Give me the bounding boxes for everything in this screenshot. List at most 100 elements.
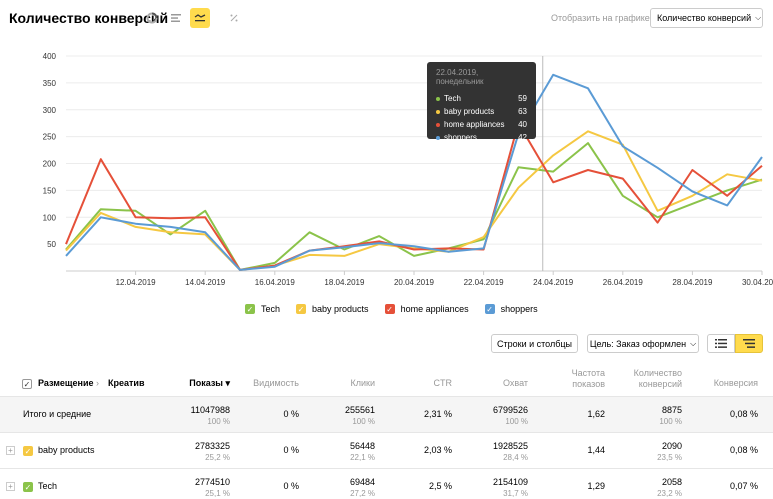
x-tick-label: 24.04.2019 (533, 278, 574, 287)
table-row[interactable]: + ✓ baby products 2783325 25,2 % 0 % 56448 22,1… (0, 433, 773, 469)
cell-value: 2058 (661, 477, 682, 487)
cell-share: 100 % (505, 417, 528, 426)
x-tick-label: 22.04.2019 (464, 278, 505, 287)
cell-value: 2,31 % (423, 409, 452, 419)
legend-label: home appliances (400, 304, 469, 314)
expand-icon[interactable]: + (6, 482, 15, 491)
header-creative[interactable]: Креатив (108, 378, 145, 388)
tooltip-series-dot (436, 96, 440, 101)
legend-label: shoppers (500, 304, 538, 314)
header-placement[interactable]: Размещение (38, 378, 94, 388)
breadcrumb-separator: › (96, 378, 99, 388)
tooltip-series-dot (436, 122, 440, 127)
rows-columns-button[interactable]: Строки и столбцы (491, 334, 578, 353)
cell-value: 2090 (661, 441, 682, 451)
row-checkbox[interactable]: ✓ (23, 446, 33, 456)
view-toggle (707, 334, 763, 353)
chart-tooltip: 22.04.2019, понедельник Tech 59 baby produ… (427, 62, 536, 142)
cell-conv: 2090 23,5 % (620, 441, 682, 463)
legend-checkbox[interactable]: ✓ (296, 304, 307, 314)
cell-value: 2,03 % (423, 445, 452, 455)
header-ctr[interactable]: CTR (433, 378, 453, 388)
header-shows[interactable]: Показы ▾ (189, 378, 230, 388)
tooltip-row: home appliances 40 (436, 118, 527, 131)
legend-checkbox[interactable]: ✓ (484, 304, 495, 314)
header-conversions-line2: конверсий (638, 379, 682, 389)
chevron-down-icon: ⌵ (755, 13, 762, 22)
select-all-checkbox[interactable]: ✓ (22, 379, 32, 389)
header-clicks[interactable]: Клики (350, 378, 376, 388)
y-tick-label: 300 (43, 106, 57, 115)
cell-visibility: 0 % (246, 445, 299, 456)
x-tick-label: 30.04.2019 (742, 278, 773, 287)
header-conversions-count[interactable]: Количество конверсий (620, 368, 682, 390)
cell-value: 0,07 % (729, 481, 758, 491)
cell-value: 0 % (283, 409, 299, 419)
chart-legend: ✓ Tech ✓ baby products ✓ home appliances ✓ shop… (245, 304, 554, 314)
cell-share: 31,7 % (503, 489, 528, 498)
table-row-total: Итого и средние 11047988 100 % 0 % 255561 100… (0, 397, 773, 433)
x-tick-label: 26.04.2019 (603, 278, 644, 287)
bars-icon[interactable] (166, 8, 186, 28)
list-view-button[interactable] (707, 334, 735, 353)
cell-share: 25,2 % (205, 453, 230, 462)
cell-clicks: 69484 27,2 % (330, 477, 375, 499)
cell-value: 11047988 (190, 405, 230, 415)
y-tick-label: 100 (43, 213, 57, 222)
y-tick-label: 350 (43, 79, 57, 88)
x-tick-label: 28.04.2019 (672, 278, 713, 287)
header-frequency-line2: показов (572, 379, 605, 389)
cell-share: 25,1 % (205, 489, 230, 498)
goal-select[interactable]: Цель: Заказ оформлен ⌵ (587, 334, 699, 353)
legend-checkbox[interactable]: ✓ (384, 304, 395, 314)
x-tick-label: 14.04.2019 (185, 278, 226, 287)
legend-item[interactable]: ✓ baby products (296, 304, 369, 314)
cell-value: 8875 (661, 405, 682, 415)
cell-value: 0,08 % (729, 445, 758, 455)
cell-conv: 2058 23,2 % (620, 477, 682, 499)
metric-select[interactable]: Количество конверсий ⌵ (650, 8, 763, 28)
legend-item[interactable]: ✓ shoppers (484, 304, 538, 314)
cell-conversion: 0,07 % (700, 481, 758, 492)
cell-reach: 1928525 28,4 % (480, 441, 528, 463)
cell-value: 1,44 (587, 445, 605, 455)
pie-icon[interactable] (142, 8, 162, 28)
y-tick-label: 150 (43, 186, 57, 195)
table-row[interactable]: + ✓ Tech 2774510 25,1 % 0 % 69484 27,2 % 2,5 % 21… (0, 469, 773, 499)
expand-icon[interactable]: + (6, 446, 15, 455)
cell-value: 1928525 (492, 441, 528, 451)
cell-freq: 1,29 (560, 481, 605, 492)
legend-item[interactable]: ✓ home appliances (384, 304, 469, 314)
cell-share: 22,1 % (350, 453, 375, 462)
tree-view-button[interactable] (735, 334, 763, 353)
row-name: baby products (38, 445, 95, 455)
tooltip-series-value: 40 (518, 120, 527, 129)
tooltip-date: 22.04.2019, понедельник (436, 68, 484, 86)
header-reach[interactable]: Охват (502, 378, 528, 388)
legend-checkbox[interactable]: ✓ (245, 304, 255, 314)
header-frequency-line1: Частота (571, 368, 605, 378)
row-name: Итого и средние (23, 409, 92, 419)
cell-value: 2783325 (194, 441, 230, 451)
cell-ctr: 2,03 % (412, 445, 452, 456)
cell-share: 100 % (352, 417, 375, 426)
percent-icon[interactable] (224, 8, 244, 28)
cell-value: 0,08 % (729, 409, 758, 419)
row-checkbox[interactable]: ✓ (23, 482, 33, 492)
cell-value: 2154109 (492, 477, 528, 487)
header-frequency[interactable]: Частота показов (560, 368, 605, 390)
y-tick-label: 50 (47, 240, 56, 249)
page-title: Количество конверсий (9, 10, 169, 26)
header-visibility[interactable]: Видимость (253, 378, 299, 388)
x-tick-label: 20.04.2019 (394, 278, 435, 287)
legend-item[interactable]: ✓ Tech (245, 304, 280, 314)
header-conversion[interactable]: Конверсия (713, 378, 758, 388)
x-tick-label: 16.04.2019 (255, 278, 296, 287)
y-tick-label: 250 (43, 133, 57, 142)
tooltip-series-value: 63 (518, 107, 527, 116)
tooltip-series-name: baby products (444, 107, 495, 116)
conversions-line-chart: 50 100 150 200 250 300 350 400 12.04.2019 14.04.2… (43, 52, 773, 287)
cell-value: 0 % (283, 445, 299, 455)
series-line-shoppers (65, 73, 763, 271)
line-icon[interactable] (190, 8, 210, 28)
